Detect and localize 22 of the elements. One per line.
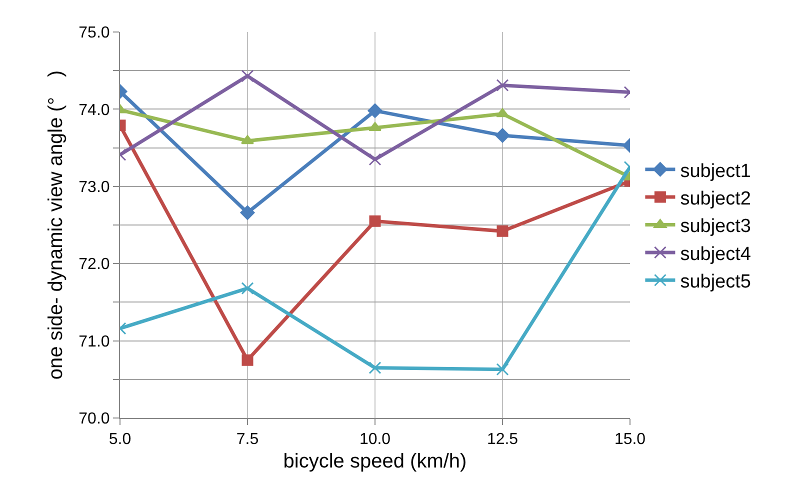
y-tick-label: 73.0 [78, 179, 110, 196]
point [368, 362, 382, 374]
point [368, 103, 382, 118]
y-tick-label: 74.0 [78, 102, 110, 119]
x-tick-label: 10.0 [359, 431, 391, 448]
legend-label: subject3 [680, 216, 751, 238]
legend-label: subject1 [680, 160, 751, 182]
y-axis-title: one side- dynamic view angle (° ) [45, 70, 68, 380]
legend-label: subject5 [680, 272, 751, 293]
point [368, 153, 382, 166]
y-tick-label: 72.0 [78, 256, 110, 274]
legend-label: subject2 [680, 188, 751, 210]
x-tick-label: 5.0 [108, 431, 132, 448]
x-axis-title: bicycle speed (km/h) [283, 450, 467, 473]
x-tick-label: 7.5 [236, 431, 259, 448]
legend-label: subject4 [680, 244, 752, 265]
y-tick-label: 75.0 [78, 24, 110, 42]
x-tick-label: 15.0 [614, 431, 646, 448]
y-tick-label: 71.0 [78, 333, 110, 350]
x-tick-label: 12.5 [486, 431, 518, 448]
y-tick-label: 70.0 [78, 410, 110, 428]
point [369, 215, 381, 227]
